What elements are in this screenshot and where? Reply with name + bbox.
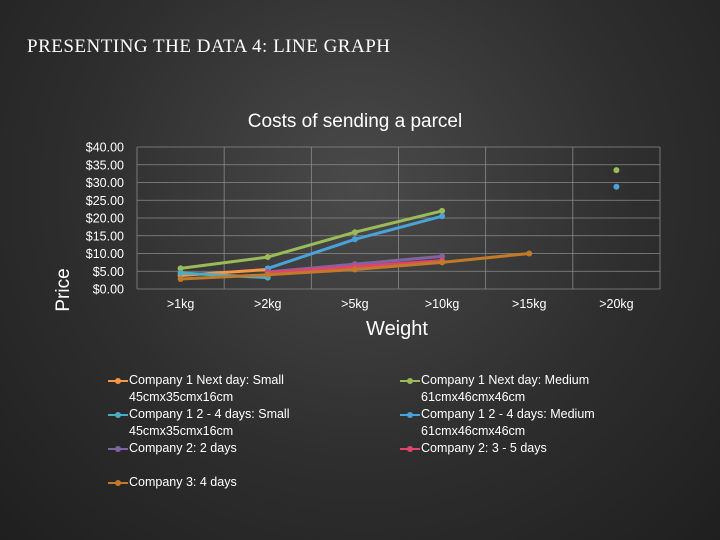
data-point — [613, 167, 620, 174]
data-point — [264, 254, 271, 261]
y-tick-label: $15.00 — [86, 229, 124, 243]
legend-item: Company 1 2 - 4 days: Small 45cmx35cmx16… — [108, 406, 318, 440]
y-axis-tick-labels: $0.00 $5.00 $10.00 $15.00 $20.00 $25.00 $30.00… — [86, 141, 124, 297]
legend-swatch — [400, 444, 420, 454]
y-tick-label: $30.00 — [86, 176, 124, 190]
series-lines — [177, 167, 620, 283]
legend-item: Company 2: 3 - 5 days — [400, 440, 610, 457]
legend-label: Company 1 Next day: Medium 61cmx46cmx46c… — [421, 373, 590, 404]
x-tick-label: >1kg — [167, 297, 195, 311]
y-tick-label: $5.00 — [93, 265, 124, 279]
legend-item: Company 3: 4 days — [108, 474, 318, 491]
y-tick-label: $25.00 — [86, 194, 124, 208]
legend-swatch — [108, 410, 128, 420]
legend-item: Company 2: 2 days — [108, 440, 318, 457]
series-6 — [177, 250, 533, 283]
legend-label: Company 1 2 - 4 days: Small 45cmx35cmx16… — [129, 407, 290, 438]
slide-title: PRESENTING THE DATA 4: LINE GRAPH — [27, 36, 391, 57]
x-axis-tick-labels: >1kg >2kg >5kg >10kg >15kg >20kg — [167, 297, 634, 311]
data-point — [526, 250, 533, 257]
legend-label: Company 3: 4 days — [129, 475, 237, 489]
series-line — [267, 214, 443, 270]
chart-title: Costs of sending a parcel — [248, 111, 462, 132]
legend-swatch — [108, 444, 128, 454]
y-tick-label: $10.00 — [86, 247, 124, 261]
legend-item: Company 1 2 - 4 days: Medium 61cmx46cmx4… — [400, 406, 610, 440]
data-point — [613, 183, 620, 190]
y-tick-label: $40.00 — [86, 141, 124, 155]
data-point — [439, 253, 446, 260]
x-tick-label: >15kg — [512, 297, 546, 311]
data-point — [177, 276, 184, 283]
y-axis-label: Price — [53, 268, 74, 311]
x-axis-label: Weight — [366, 318, 428, 340]
legend-label: Company 2: 2 days — [129, 441, 237, 455]
data-point — [351, 236, 358, 243]
legend-item: Company 1 Next day: Small 45cmx35cmx16cm — [108, 372, 318, 406]
data-point — [351, 266, 358, 273]
y-tick-label: $0.00 — [93, 283, 124, 297]
y-tick-label: $35.00 — [86, 158, 124, 172]
x-tick-label: >2kg — [254, 297, 282, 311]
legend-label: Company 1 Next day: Small 45cmx35cmx16cm — [129, 373, 284, 404]
legend-swatch — [108, 478, 128, 488]
data-point — [439, 213, 446, 220]
legend-swatch — [400, 410, 420, 420]
x-tick-label: >5kg — [341, 297, 369, 311]
y-tick-label: $20.00 — [86, 212, 124, 226]
gridlines — [136, 146, 661, 290]
data-point — [177, 265, 184, 272]
x-tick-label: >20kg — [599, 297, 633, 311]
series-1 — [177, 167, 620, 272]
data-point — [351, 229, 358, 236]
data-point — [264, 271, 271, 278]
data-point — [439, 259, 446, 266]
legend-swatch — [400, 376, 420, 386]
legend-label: Company 2: 3 - 5 days — [421, 441, 547, 455]
data-point — [177, 270, 184, 277]
legend-label: Company 1 2 - 4 days: Medium 61cmx46cmx4… — [421, 407, 595, 438]
legend-item: Company 1 Next day: Medium 61cmx46cmx46c… — [400, 372, 610, 406]
x-tick-label: >10kg — [425, 297, 459, 311]
legend-swatch — [108, 376, 128, 386]
data-point — [439, 207, 446, 214]
series-line — [180, 209, 443, 270]
